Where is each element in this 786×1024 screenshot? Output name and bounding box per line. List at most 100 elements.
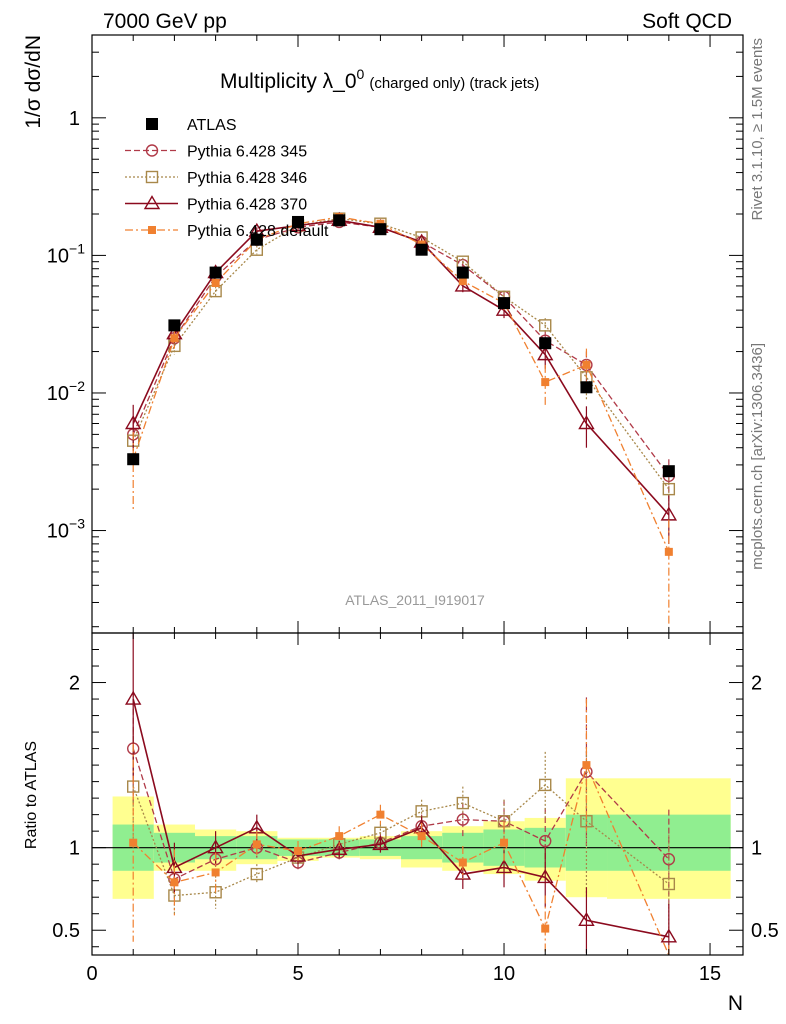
ratio-point-p345-10 (539, 834, 552, 848)
x-tick-label-10: 10 (493, 963, 515, 985)
main-point-p370-0 (124, 415, 142, 430)
ratio-point-p370-8 (454, 865, 472, 880)
main-point-pdefault-11 (582, 360, 591, 369)
main-point-data-5 (333, 214, 346, 227)
main-point-data-0 (127, 453, 140, 466)
ratio-point-p370-5 (330, 840, 348, 856)
ratio-point-p345-8 (456, 813, 470, 826)
axes: 0 5 10 15 10−3 10−2 10−1 1 0.5 0.5 1 1 2 2 (47, 34, 779, 985)
ratio-ylabel: Ratio to ATLAS (23, 741, 40, 849)
main-ytick-label-2: 10−1 (47, 240, 85, 267)
main-point-p346-10 (539, 319, 552, 332)
ratio-ytick-label-left-0.5: 0.5 (52, 920, 80, 942)
main-panel-series (124, 211, 678, 627)
ratio-point-pdefault-4 (294, 846, 303, 855)
ratio-ytick-label-right-1: 1 (751, 838, 762, 860)
ratio-point-pdefault-6 (376, 810, 385, 819)
ratio-point-pdefault-11 (582, 761, 591, 770)
legend-marker-p345 (145, 144, 159, 157)
main-point-p370-11 (578, 415, 595, 430)
x-tick-label-15: 15 (699, 963, 721, 985)
legend-entry-p370: Pythia 6.428 370 (125, 195, 307, 214)
legend-entry-p346: Pythia 6.428 346 (125, 170, 307, 187)
main-ytick-label-0: 10−3 (47, 516, 85, 543)
legend-label-pdefault: Pythia 6.428 default (187, 223, 329, 240)
ratio-xlabel: N (728, 992, 743, 1015)
ratio-point-pdefault-2 (211, 868, 220, 877)
main-series-data (127, 214, 675, 478)
ratio-ytick-label-left-1: 1 (69, 838, 80, 860)
legend-marker-p370 (143, 195, 161, 210)
ratio-point-p370-12 (660, 928, 678, 943)
ratio-ytick-label-right-0.5: 0.5 (751, 920, 779, 942)
main-point-data-8 (456, 266, 469, 279)
mcplots-label: mcplots.cern.ch [arXiv:1306.3436] (749, 343, 766, 570)
main-point-data-3 (250, 233, 263, 246)
ratio-point-p370-6 (372, 835, 389, 851)
legend-label-p345: Pythia 6.428 345 (187, 144, 307, 161)
main-ylabel: 1/σ dσ/dN (22, 35, 45, 129)
legend-marker-p346 (145, 170, 159, 184)
process-label: Soft QCD (642, 10, 732, 33)
analysis-id: ATLAS_2011_I919017 (345, 592, 485, 608)
main-point-p370-10 (537, 346, 554, 361)
main-ytick-label-1: 10−2 (47, 378, 85, 405)
ratio-point-p345-12 (662, 853, 676, 866)
plot-title-small: (charged only) (track jets) (369, 75, 539, 92)
plot-title-sup: 0 (357, 66, 365, 82)
main-ytick-label-3: 1 (69, 108, 80, 130)
main-point-pdefault-2 (211, 279, 220, 288)
ratio-point-pdefault-7 (417, 832, 426, 841)
main-point-data-7 (415, 243, 428, 256)
main-point-data-1 (168, 319, 181, 332)
ratio-point-pdefault-1 (170, 878, 179, 887)
ratio-point-p370-0 (124, 690, 142, 705)
main-series-p345 (127, 215, 676, 499)
main-point-pdefault-1 (170, 334, 179, 343)
legend-marker-data (146, 118, 158, 130)
ratio-series-pdefault (129, 699, 670, 956)
legend-label-p370: Pythia 6.428 370 (187, 197, 307, 214)
main-series-p370 (124, 211, 678, 544)
ratio-frame (91, 632, 744, 956)
plot-title: Multiplicity λ_00(charged only) (track j… (220, 66, 539, 93)
legend-entry-p345: Pythia 6.428 345 (125, 144, 307, 161)
legend-label-p346: Pythia 6.428 346 (187, 170, 307, 187)
ratio-ytick-label-right-2: 2 (751, 673, 762, 695)
ratio-point-p370-10 (537, 869, 554, 884)
ratio-point-pdefault-8 (458, 858, 467, 867)
ratio-point-pdefault-5 (335, 832, 344, 841)
main-point-data-11 (580, 381, 593, 394)
main-point-p346-12 (662, 482, 676, 496)
ratio-point-p346-3 (250, 867, 264, 881)
ratio-point-p370-11 (578, 911, 595, 927)
main-point-data-12 (662, 465, 675, 478)
plot-title-main: Multiplicity λ_0 (220, 70, 357, 93)
main-point-pdefault-12 (664, 547, 673, 556)
main-line-p346 (132, 217, 670, 490)
x-tick-label-5: 5 (292, 963, 303, 985)
main-point-data-10 (539, 337, 552, 350)
ratio-point-pdefault-9 (500, 838, 509, 847)
main-point-pdefault-8 (458, 277, 467, 286)
main-line-p345 (132, 221, 670, 477)
ratio-point-pdefault-10 (541, 924, 550, 933)
main-point-data-4 (292, 215, 305, 228)
legend-marker-pdefault (148, 226, 156, 234)
ratio-point-pdefault-3 (252, 840, 261, 849)
ratio-point-p346-8 (456, 796, 470, 810)
rivet-label: Rivet 3.1.10, ≥ 1.5M events (749, 38, 766, 221)
x-tick-label-0: 0 (86, 963, 97, 985)
ratio-ytick-label-left-2: 2 (69, 673, 80, 695)
ratio-panel-series (92, 633, 743, 956)
ratio-point-p346-10 (539, 778, 552, 792)
energy-label: 7000 GeV pp (103, 10, 227, 33)
ratio-point-p370-9 (495, 859, 513, 874)
legend-entry-data: ATLAS (146, 117, 237, 134)
main-point-data-2 (209, 266, 222, 279)
legend: ATLAS Pythia 6.428 345 Pythia 6.428 346 Pyt… (125, 117, 329, 240)
main-point-data-9 (498, 297, 511, 310)
main-point-pdefault-10 (541, 378, 550, 387)
legend-entry-pdefault: Pythia 6.428 default (125, 223, 329, 240)
